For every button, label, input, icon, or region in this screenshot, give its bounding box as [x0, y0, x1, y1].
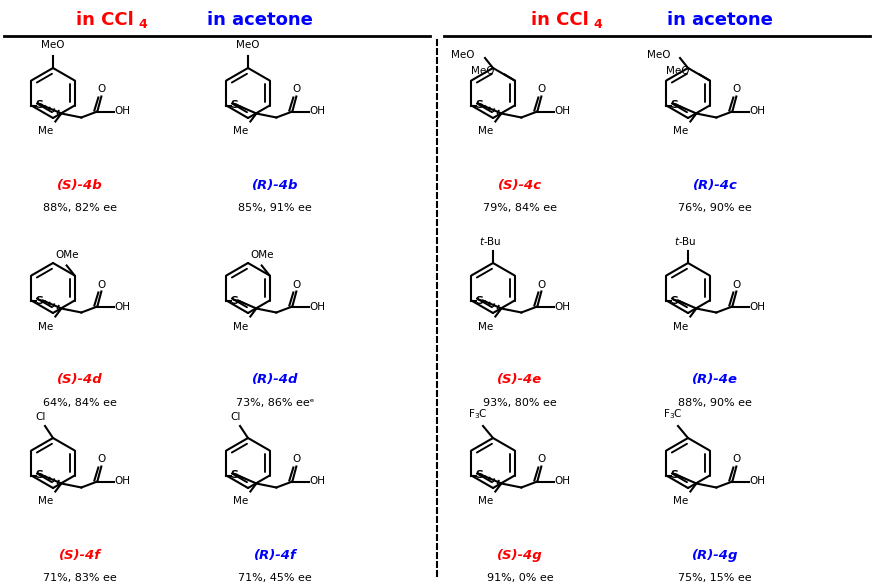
Text: O: O	[292, 84, 301, 94]
Text: OH: OH	[554, 301, 571, 311]
Text: (R)-4b: (R)-4b	[252, 179, 298, 191]
Text: Me: Me	[38, 321, 53, 332]
Text: 76%, 90% ee: 76%, 90% ee	[678, 203, 752, 213]
Polygon shape	[238, 104, 255, 113]
Text: Me: Me	[478, 126, 493, 137]
Text: 93%, 80% ee: 93%, 80% ee	[483, 398, 557, 408]
Text: OH: OH	[749, 301, 766, 311]
Text: O: O	[732, 279, 740, 289]
Text: OH: OH	[554, 477, 571, 487]
Text: 71%, 83% ee: 71%, 83% ee	[43, 573, 117, 582]
Text: S: S	[231, 470, 239, 481]
Text: OH: OH	[309, 477, 325, 487]
Text: 75%, 15% ee
36%,  0% ee (at 0 °C): 75%, 15% ee 36%, 0% ee (at 0 °C)	[655, 573, 775, 582]
Text: S: S	[475, 296, 483, 306]
Text: (R)-4d: (R)-4d	[252, 374, 298, 386]
Text: (S)-4g: (S)-4g	[497, 548, 543, 562]
Text: (R)-4c: (R)-4c	[692, 179, 738, 191]
Text: Me: Me	[478, 496, 493, 506]
Text: in acetone: in acetone	[207, 11, 313, 29]
Text: (S)-4f: (S)-4f	[59, 548, 101, 562]
Text: in CCl: in CCl	[531, 11, 589, 29]
Text: MeO: MeO	[452, 50, 475, 60]
Text: OH: OH	[309, 107, 325, 116]
Text: (R)-4f: (R)-4f	[253, 548, 296, 562]
Text: (R)-4e: (R)-4e	[692, 374, 738, 386]
Polygon shape	[677, 299, 696, 308]
Text: $t$-Bu: $t$-Bu	[479, 235, 502, 247]
Text: OMe: OMe	[250, 250, 274, 260]
Text: MeO: MeO	[647, 50, 670, 60]
Text: S: S	[475, 470, 483, 481]
Text: MeO: MeO	[236, 40, 260, 50]
Text: O: O	[292, 279, 301, 289]
Text: S: S	[475, 101, 483, 111]
Text: 91%, 0% ee
54%,  0% ee (at 0 °C): 91%, 0% ee 54%, 0% ee (at 0 °C)	[460, 573, 580, 582]
Text: (R)-4g: (R)-4g	[691, 548, 739, 562]
Polygon shape	[677, 474, 696, 483]
Text: 4: 4	[593, 17, 602, 30]
Text: OH: OH	[749, 107, 766, 116]
Text: MeO: MeO	[471, 66, 495, 76]
Text: OH: OH	[554, 107, 571, 116]
Text: S: S	[670, 296, 678, 306]
Text: F$_3$C: F$_3$C	[663, 407, 683, 421]
Text: OH: OH	[114, 301, 130, 311]
Text: $t$-Bu: $t$-Bu	[674, 235, 697, 247]
Text: 71%, 45% ee: 71%, 45% ee	[238, 573, 312, 582]
Text: OH: OH	[114, 107, 130, 116]
Text: OH: OH	[749, 477, 766, 487]
Text: 88%, 82% ee: 88%, 82% ee	[43, 203, 117, 213]
Text: O: O	[538, 84, 545, 94]
Text: Me: Me	[232, 321, 248, 332]
Text: 79%, 84% ee: 79%, 84% ee	[483, 203, 557, 213]
Text: O: O	[732, 84, 740, 94]
Polygon shape	[238, 299, 255, 308]
Text: S: S	[231, 101, 239, 111]
Text: F$_3$C: F$_3$C	[468, 407, 488, 421]
Text: S: S	[35, 470, 44, 481]
Text: O: O	[97, 455, 106, 464]
Text: 88%, 90% ee: 88%, 90% ee	[678, 398, 752, 408]
Text: Cl: Cl	[231, 412, 241, 422]
Text: O: O	[732, 455, 740, 464]
Polygon shape	[677, 104, 696, 113]
Text: (S)-4c: (S)-4c	[498, 179, 542, 191]
Text: OH: OH	[309, 301, 325, 311]
Text: (S)-4e: (S)-4e	[497, 374, 543, 386]
Text: Me: Me	[232, 126, 248, 137]
Text: MeO: MeO	[41, 40, 65, 50]
Text: Me: Me	[38, 126, 53, 137]
Text: O: O	[538, 279, 545, 289]
Text: Me: Me	[673, 321, 688, 332]
Text: (S)-4d: (S)-4d	[57, 374, 103, 386]
Text: 85%, 91% ee: 85%, 91% ee	[238, 203, 312, 213]
Text: in acetone: in acetone	[667, 11, 773, 29]
Text: Me: Me	[673, 126, 688, 137]
Text: Me: Me	[38, 496, 53, 506]
Text: MeO: MeO	[666, 66, 690, 76]
Text: S: S	[670, 470, 678, 481]
Text: Me: Me	[673, 496, 688, 506]
Text: Cl: Cl	[36, 412, 46, 422]
Text: O: O	[97, 279, 106, 289]
Text: Me: Me	[232, 496, 248, 506]
Text: O: O	[97, 84, 106, 94]
Text: 64%, 84% ee: 64%, 84% ee	[43, 398, 117, 408]
Text: O: O	[538, 455, 545, 464]
Text: O: O	[292, 455, 301, 464]
Text: S: S	[35, 101, 44, 111]
Text: OH: OH	[114, 477, 130, 487]
Text: S: S	[670, 101, 678, 111]
Text: OMe: OMe	[55, 250, 79, 260]
Text: in CCl: in CCl	[76, 11, 134, 29]
Text: 4: 4	[138, 17, 147, 30]
Text: (S)-4b: (S)-4b	[57, 179, 103, 191]
Text: S: S	[35, 296, 44, 306]
Polygon shape	[238, 474, 255, 483]
Text: Me: Me	[478, 321, 493, 332]
Text: 73%, 86% eeᵉ: 73%, 86% eeᵉ	[236, 398, 314, 408]
Text: S: S	[231, 296, 239, 306]
